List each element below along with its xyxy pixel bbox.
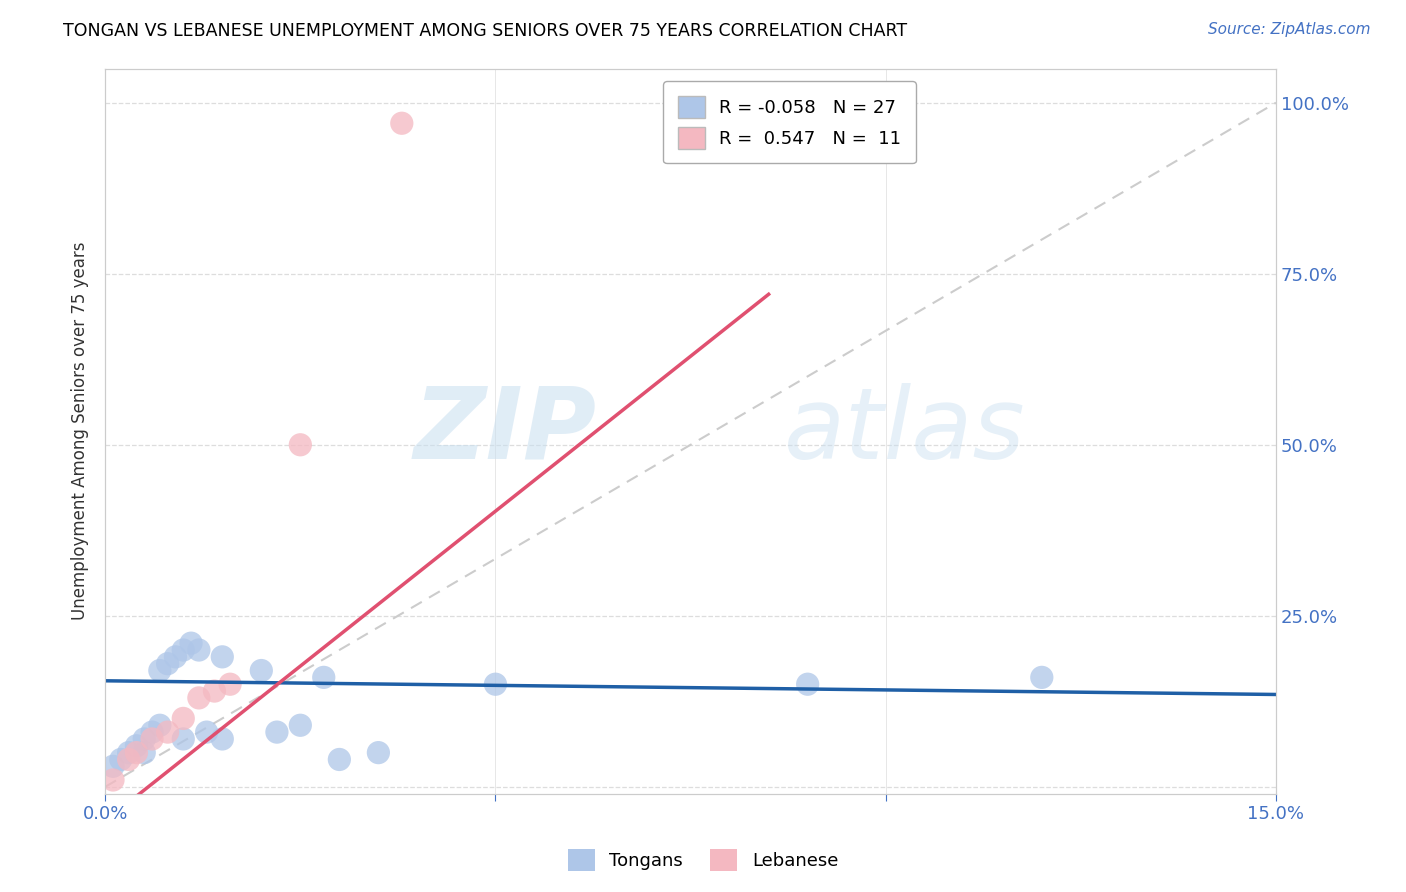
Point — [250, 664, 273, 678]
Point — [290, 438, 312, 452]
Y-axis label: Unemployment Among Seniors over 75 years: Unemployment Among Seniors over 75 years — [72, 242, 89, 620]
Point — [391, 116, 413, 130]
Point — [110, 752, 132, 766]
Point — [211, 731, 233, 746]
Point — [156, 657, 179, 671]
Point — [117, 746, 139, 760]
Point — [134, 731, 156, 746]
Point — [187, 690, 209, 705]
Point — [156, 725, 179, 739]
Point — [187, 643, 209, 657]
Legend: R = -0.058   N = 27, R =  0.547   N =  11: R = -0.058 N = 27, R = 0.547 N = 11 — [664, 81, 915, 163]
Point — [149, 718, 172, 732]
Text: Source: ZipAtlas.com: Source: ZipAtlas.com — [1208, 22, 1371, 37]
Point — [367, 746, 389, 760]
Text: atlas: atlas — [785, 383, 1026, 480]
Point — [149, 664, 172, 678]
Point — [117, 752, 139, 766]
Point — [290, 718, 312, 732]
Point — [172, 643, 194, 657]
Point — [101, 772, 124, 787]
Point — [219, 677, 242, 691]
Point — [101, 759, 124, 773]
Point — [484, 677, 506, 691]
Point — [141, 725, 163, 739]
Point — [125, 739, 148, 753]
Point — [266, 725, 288, 739]
Point — [134, 746, 156, 760]
Point — [195, 725, 218, 739]
Text: ZIP: ZIP — [413, 383, 598, 480]
Point — [172, 711, 194, 725]
Point — [165, 649, 187, 664]
Point — [312, 670, 335, 684]
Legend: Tongans, Lebanese: Tongans, Lebanese — [561, 842, 845, 879]
Point — [211, 649, 233, 664]
Point — [796, 677, 818, 691]
Point — [141, 731, 163, 746]
Point — [180, 636, 202, 650]
Point — [172, 731, 194, 746]
Text: TONGAN VS LEBANESE UNEMPLOYMENT AMONG SENIORS OVER 75 YEARS CORRELATION CHART: TONGAN VS LEBANESE UNEMPLOYMENT AMONG SE… — [63, 22, 907, 40]
Point — [125, 746, 148, 760]
Point — [328, 752, 350, 766]
Point — [1031, 670, 1053, 684]
Point — [204, 684, 226, 698]
